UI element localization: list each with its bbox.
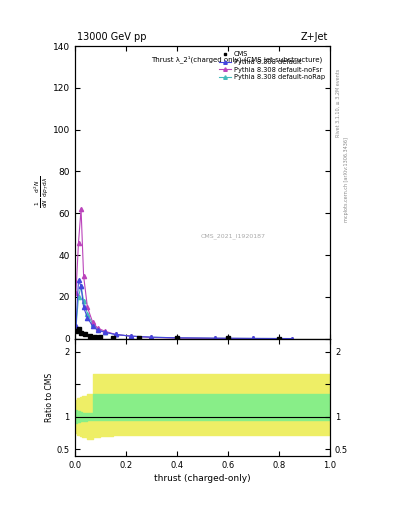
Pythia 8.308 default (113, 331, 118, 337)
Pythia 8.308 default (103, 329, 108, 335)
Pythia 8.308 default-noFsr (73, 290, 78, 296)
Text: Z+Jet: Z+Jet (300, 32, 327, 41)
Pythia 8.308 default-noRap (90, 321, 95, 327)
Pythia 8.308 default-noFsr (129, 333, 133, 339)
Pythia 8.308 default (79, 283, 83, 289)
Y-axis label: Ratio to CMS: Ratio to CMS (45, 373, 54, 422)
Pythia 8.308 default (289, 335, 294, 342)
Pythia 8.308 default-noRap (103, 329, 108, 335)
Pythia 8.308 default-noRap (81, 298, 86, 304)
Pythia 8.308 default-noRap (95, 326, 100, 332)
Text: CMS_2021_I1920187: CMS_2021_I1920187 (200, 233, 266, 239)
CMS (111, 334, 116, 340)
Pythia 8.308 default-noRap (73, 325, 78, 331)
Pythia 8.308 default (76, 277, 81, 283)
Pythia 8.308 default-noFsr (213, 335, 218, 342)
Pythia 8.308 default (95, 327, 100, 333)
CMS (73, 328, 78, 334)
CMS (79, 330, 83, 336)
Pythia 8.308 default-noFsr (95, 325, 100, 331)
Pythia 8.308 default-noRap (79, 283, 83, 289)
Pythia 8.308 default-noFsr (149, 334, 154, 340)
Pythia 8.308 default (149, 334, 154, 340)
Pythia 8.308 default (213, 335, 218, 342)
Legend: CMS, Pythia 8.308 default, Pythia 8.308 default-noFsr, Pythia 8.308 default-noRa: CMS, Pythia 8.308 default, Pythia 8.308 … (217, 50, 327, 82)
CMS (76, 326, 81, 332)
Pythia 8.308 default-noFsr (76, 240, 81, 246)
X-axis label: thrust (charged-only): thrust (charged-only) (154, 474, 251, 483)
Pythia 8.308 default-noRap (85, 310, 90, 316)
Pythia 8.308 default (90, 323, 95, 329)
Pythia 8.308 default-noRap (213, 335, 218, 342)
Pythia 8.308 default-noRap (76, 294, 81, 300)
Pythia 8.308 default-noRap (174, 335, 179, 341)
Pythia 8.308 default-noFsr (289, 335, 294, 342)
Pythia 8.308 default-noFsr (174, 335, 179, 341)
Pythia 8.308 default-noFsr (103, 328, 108, 334)
Pythia 8.308 default-noRap (149, 334, 154, 340)
Pythia 8.308 default (73, 323, 78, 329)
Pythia 8.308 default (129, 333, 133, 339)
Pythia 8.308 default-noRap (113, 331, 118, 337)
CMS (93, 333, 97, 339)
Pythia 8.308 default-noFsr (90, 319, 95, 325)
Pythia 8.308 default-noRap (129, 333, 133, 339)
Pythia 8.308 default (174, 335, 179, 341)
Pythia 8.308 default (85, 315, 90, 321)
Y-axis label: $\frac{1}{\mathrm{d}N}\ \frac{\mathrm{d}^2 N}{\mathrm{d}p_T\,\mathrm{d}\lambda}$: $\frac{1}{\mathrm{d}N}\ \frac{\mathrm{d}… (33, 176, 51, 208)
Pythia 8.308 default (81, 304, 86, 310)
CMS (174, 335, 179, 342)
Pythia 8.308 default-noFsr (113, 331, 118, 337)
Text: Thrust λ_2¹(charged only) (CMS jet substructure): Thrust λ_2¹(charged only) (CMS jet subst… (151, 55, 322, 62)
Line: Pythia 8.308 default-noRap: Pythia 8.308 default-noRap (74, 284, 294, 340)
Line: CMS: CMS (74, 328, 281, 340)
Pythia 8.308 default-noFsr (81, 273, 86, 279)
CMS (226, 335, 230, 342)
Pythia 8.308 default (251, 335, 256, 342)
Pythia 8.308 default-noFsr (85, 304, 90, 310)
Text: 13000 GeV pp: 13000 GeV pp (77, 32, 147, 41)
Line: Pythia 8.308 default: Pythia 8.308 default (74, 278, 294, 340)
Line: Pythia 8.308 default-noFsr: Pythia 8.308 default-noFsr (74, 207, 294, 340)
Text: mcplots.cern.ch [arXiv:1306.3436]: mcplots.cern.ch [arXiv:1306.3436] (344, 137, 349, 222)
Pythia 8.308 default-noFsr (251, 335, 256, 342)
CMS (277, 335, 281, 342)
CMS (136, 335, 141, 341)
Pythia 8.308 default-noRap (289, 335, 294, 342)
CMS (83, 331, 87, 337)
CMS (88, 332, 92, 338)
Pythia 8.308 default-noFsr (79, 206, 83, 212)
Text: Rivet 3.1.10, ≥ 3.2M events: Rivet 3.1.10, ≥ 3.2M events (336, 68, 341, 137)
CMS (98, 334, 103, 340)
Pythia 8.308 default-noRap (251, 335, 256, 342)
